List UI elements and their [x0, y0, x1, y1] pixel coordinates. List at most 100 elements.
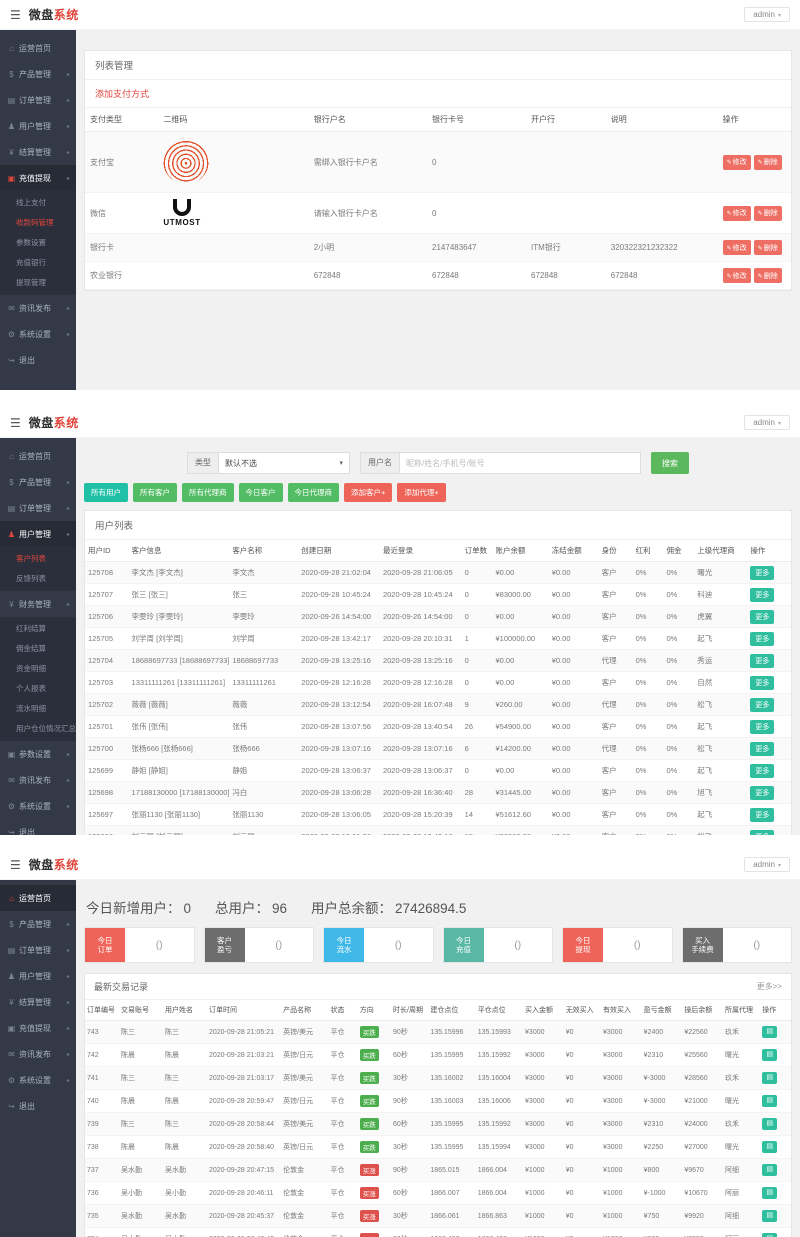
sidebar-item-recharge[interactable]: ▣ 充值提现 ▸: [0, 1015, 76, 1041]
sidebar-item-settle[interactable]: ¥ 结算管理 ▸: [0, 989, 76, 1015]
sidebar-item-product[interactable]: $ 产品管理 ▸: [0, 469, 76, 495]
row-more-button[interactable]: 更多: [750, 697, 775, 712]
quick-button[interactable]: 添加客户+: [344, 483, 393, 502]
menu-icon[interactable]: ☰: [10, 7, 21, 22]
row-more-button[interactable]: 更多: [750, 587, 775, 602]
detail-icon: ▤: [766, 1189, 774, 1196]
row-edit-button[interactable]: ✎修改: [722, 205, 751, 221]
quick-button[interactable]: 今日客户: [238, 483, 283, 502]
order-detail-button[interactable]: ▤: [762, 1049, 778, 1061]
sidebar-item-product[interactable]: $ 产品管理 ▸: [0, 911, 76, 937]
sidebar-item-logout[interactable]: ↪ 退出: [0, 819, 76, 836]
cell: 吴水勤: [118, 1158, 163, 1182]
row-delete-button[interactable]: ✎删除: [753, 268, 782, 283]
row-more-button[interactable]: 更多: [750, 565, 775, 580]
sidebar-item-news[interactable]: ✉ 资讯发布 ▸: [0, 1041, 76, 1067]
quick-button[interactable]: 今日代理商: [287, 483, 339, 502]
sidebar-subitem-qr-manage[interactable]: 收款码管理: [16, 218, 54, 227]
sidebar-subitem-bonus-settle[interactable]: 红利结算: [16, 624, 46, 633]
quick-button[interactable]: 所有客户: [133, 483, 177, 502]
row-more-button[interactable]: 更多: [750, 609, 775, 624]
username-input[interactable]: [400, 453, 640, 473]
sidebar-item-logout[interactable]: ↪ 退出: [0, 347, 76, 373]
sidebar-item-user[interactable]: ♟ 用户管理 ▸: [0, 963, 76, 989]
cell: ¥0.00: [548, 649, 599, 672]
sidebar-item-order[interactable]: ▤ 订单管理 ▸: [0, 87, 76, 113]
sidebar-item-recharge[interactable]: ▣ 充值提现 ▸: [0, 165, 76, 191]
admin-dropdown[interactable]: admin: [744, 7, 790, 22]
logout-icon: ↪: [8, 1101, 15, 1111]
column-header: 红利: [632, 540, 664, 562]
sidebar-item-settle[interactable]: ¥ 结算管理 ▸: [0, 139, 76, 165]
order-detail-button[interactable]: ▤: [762, 1095, 778, 1107]
sidebar-item-news[interactable]: ✉ 资讯发布 ▸: [0, 767, 76, 793]
add-payment-link[interactable]: 添加支付方式: [85, 80, 791, 108]
cell: 1866.004: [475, 1181, 524, 1205]
row-delete-button[interactable]: ✎删除: [753, 154, 782, 170]
row-more-button[interactable]: 更多: [750, 741, 775, 756]
sidebar-item-order[interactable]: ▤ 订单管理 ▸: [0, 937, 76, 963]
sidebar-subitem-flow-detail[interactable]: 流水明细: [16, 704, 46, 713]
sidebar-subitem-customer-list[interactable]: 客户列表: [16, 554, 46, 563]
order-detail-button[interactable]: ▤: [762, 1072, 778, 1084]
sidebar-subitem-position-summary[interactable]: 用户仓位情况汇总: [16, 724, 76, 733]
admin-dropdown[interactable]: admin: [744, 415, 790, 430]
row-more-button[interactable]: 更多: [750, 785, 775, 800]
row-edit-button[interactable]: ✎修改: [722, 240, 751, 255]
cell: 松飞: [694, 693, 748, 716]
sidebar-item-finance[interactable]: ¥ 财务管理 ▸: [0, 591, 76, 617]
sidebar-item-home[interactable]: ⌂ 运营首页: [0, 443, 76, 469]
row-more-button[interactable]: 更多: [750, 631, 775, 646]
menu-icon[interactable]: ☰: [10, 857, 21, 872]
cell: 2020-09-28 13:06:05: [298, 803, 380, 826]
menu-icon[interactable]: ☰: [10, 415, 21, 430]
sidebar-subitem-personal-report[interactable]: 个人报表: [16, 684, 46, 693]
sidebar-item-news[interactable]: ✉ 资讯发布 ▸: [0, 295, 76, 321]
sidebar-subitem-commission-settle[interactable]: 佣金结算: [16, 644, 46, 653]
row-more-button[interactable]: 更多: [750, 829, 775, 835]
order-detail-button[interactable]: ▤: [762, 1141, 778, 1153]
sidebar-subitem-withdraw-manage[interactable]: 提现管理: [16, 278, 46, 287]
order-detail-button[interactable]: ▤: [762, 1210, 778, 1222]
row-more-button[interactable]: 更多: [750, 807, 775, 822]
sidebar-item-home[interactable]: ⌂ 运营首页: [0, 35, 76, 61]
sidebar-item-product[interactable]: $ 产品管理 ▸: [0, 61, 76, 87]
sidebar-item-home[interactable]: ⌂ 运营首页: [0, 885, 76, 911]
sidebar-item-user[interactable]: ♟ 用户管理 ▸: [0, 521, 76, 547]
row-edit-button[interactable]: ✎修改: [722, 154, 751, 170]
row-more-button[interactable]: 更多: [750, 653, 775, 668]
row-more-button[interactable]: 更多: [750, 675, 775, 690]
row-delete-button[interactable]: ✎删除: [753, 205, 782, 221]
cell: 1: [461, 627, 493, 650]
sidebar-subitem-online-pay[interactable]: 线上支付: [16, 198, 46, 207]
more-link[interactable]: 更多>>: [756, 982, 782, 991]
admin-dropdown[interactable]: admin: [744, 857, 790, 872]
quick-button[interactable]: 添加代理+: [397, 483, 446, 502]
row-more-button[interactable]: 更多: [750, 719, 775, 734]
cell: 吴小勤: [118, 1227, 163, 1237]
sidebar-subitem-recharge-bank[interactable]: 充值银行: [16, 258, 46, 267]
order-detail-button[interactable]: ▤: [762, 1187, 778, 1199]
order-detail-button[interactable]: ▤: [762, 1164, 778, 1176]
sidebar-item-settings[interactable]: ⚙ 系统设置 ▸: [0, 321, 76, 347]
type-select[interactable]: 默认不选 ▾: [219, 458, 349, 469]
sidebar-subitem-fund-detail[interactable]: 资金明细: [16, 664, 46, 673]
sidebar-item-settings[interactable]: ⚙ 系统设置 ▸: [0, 793, 76, 819]
order-detail-button[interactable]: ▤: [762, 1233, 778, 1237]
sidebar-item-param[interactable]: ▣ 参数设置 ▸: [0, 741, 76, 767]
sidebar-item-settings[interactable]: ⚙ 系统设置 ▸: [0, 1067, 76, 1093]
row-edit-button[interactable]: ✎修改: [722, 268, 751, 283]
sidebar-subitem-feedback-list[interactable]: 反馈列表: [16, 574, 46, 583]
row-delete-button[interactable]: ✎删除: [753, 240, 782, 255]
search-button[interactable]: 搜索: [651, 452, 689, 474]
sidebar-item-user[interactable]: ♟ 用户管理 ▸: [0, 113, 76, 139]
quick-button[interactable]: 所有代理商: [182, 483, 234, 502]
sidebar-item-logout[interactable]: ↪ 退出: [0, 1093, 76, 1119]
row-more-button[interactable]: 更多: [750, 763, 775, 778]
sidebar-subitem-param-set[interactable]: 参数设置: [16, 238, 46, 247]
sidebar-item-order[interactable]: ▤ 订单管理 ▸: [0, 495, 76, 521]
order-detail-button[interactable]: ▤: [762, 1026, 778, 1038]
order-detail-button[interactable]: ▤: [762, 1118, 778, 1130]
pencil-icon: ✎: [757, 211, 763, 217]
quick-button[interactable]: 所有用户: [84, 483, 128, 502]
